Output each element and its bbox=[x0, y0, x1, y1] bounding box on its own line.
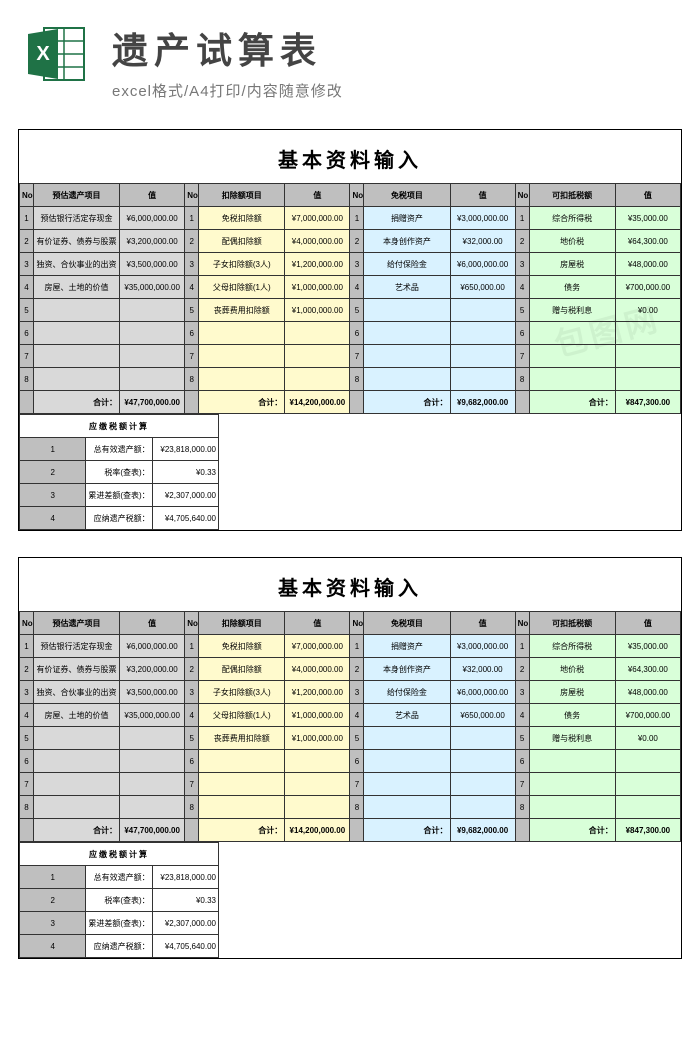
col-s2-l: 扣除额项目 bbox=[199, 184, 285, 207]
table-row: 7777 bbox=[20, 773, 681, 796]
col-s3-l: 免税项目 bbox=[364, 612, 450, 635]
tax-row: 1总有效遗产额：¥23,818,000.00 bbox=[20, 438, 219, 461]
data-rows: 1预估银行活定存现金¥6,000,000.001免税扣除额¥7,000,000.… bbox=[20, 635, 681, 819]
tax-title: 应缴税额计算 bbox=[20, 843, 219, 866]
sheet-preview-2: 基本资料输入 No 预估遗产项目 值 No 扣除额项目 值 No 免税项目 值 … bbox=[18, 557, 682, 959]
col-s3-l: 免税项目 bbox=[364, 184, 450, 207]
table-row: 4房屋、土地的价值¥35,000,000.004父母扣除额(1人)¥1,000,… bbox=[20, 704, 681, 727]
table-row: 6666 bbox=[20, 750, 681, 773]
total-s2: ¥14,200,000.00 bbox=[285, 819, 350, 842]
col-s4-v: 值 bbox=[615, 184, 680, 207]
col-s2-v: 值 bbox=[285, 184, 350, 207]
col-no: No bbox=[20, 184, 34, 207]
table-row: 55丧葬费用扣除额¥1,000,000.0055赠与税利息¥0.00 bbox=[20, 727, 681, 750]
tax-rows: 1总有效遗产额：¥23,818,000.002税率(查表)：¥0.333累进差额… bbox=[20, 866, 219, 958]
table-row: 6666 bbox=[20, 322, 681, 345]
col-no: No bbox=[515, 184, 529, 207]
table-row: 2有价证券、债券与股票¥3,200,000.002配偶扣除额¥4,000,000… bbox=[20, 230, 681, 253]
total-s3: ¥9,682,000.00 bbox=[450, 819, 515, 842]
col-no: No bbox=[185, 184, 199, 207]
excel-icon: X bbox=[24, 22, 88, 86]
page-subtitle: excel格式/A4打印/内容随意修改 bbox=[112, 80, 676, 101]
col-no: No bbox=[515, 612, 529, 635]
total-label: 合计： bbox=[33, 391, 119, 414]
data-rows: 1预估银行活定存现金¥6,000,000.001免税扣除额¥7,000,000.… bbox=[20, 207, 681, 391]
sheet-title: 基本资料输入 bbox=[19, 558, 681, 611]
tax-row: 3累进差额(查表)：¥2,307,000.00 bbox=[20, 912, 219, 935]
table-row: 4房屋、土地的价值¥35,000,000.004父母扣除额(1人)¥1,000,… bbox=[20, 276, 681, 299]
tax-table: 应缴税额计算 1总有效遗产额：¥23,818,000.002税率(查表)：¥0.… bbox=[19, 414, 219, 530]
sheet-preview-1: 包图网 基本资料输入 No 预估遗产项目 值 No 扣除额项目 值 No 免税项… bbox=[18, 129, 682, 531]
total-s4: ¥847,300.00 bbox=[615, 391, 680, 414]
table-row: 1预估银行活定存现金¥6,000,000.001免税扣除额¥7,000,000.… bbox=[20, 635, 681, 658]
col-s1-l: 预估遗产项目 bbox=[33, 184, 119, 207]
col-s4-v: 值 bbox=[615, 612, 680, 635]
total-label: 合计： bbox=[364, 819, 450, 842]
table-row: 55丧葬费用扣除额¥1,000,000.0055赠与税利息¥0.00 bbox=[20, 299, 681, 322]
col-no: No bbox=[20, 612, 34, 635]
total-label: 合计： bbox=[529, 819, 615, 842]
total-s1: ¥47,700,000.00 bbox=[120, 391, 185, 414]
col-s1-v: 值 bbox=[120, 184, 185, 207]
header: X 遗产试算表 excel格式/A4打印/内容随意修改 bbox=[0, 0, 700, 111]
total-label: 合计： bbox=[199, 391, 285, 414]
sheet-title: 基本资料输入 bbox=[19, 130, 681, 183]
total-s2: ¥14,200,000.00 bbox=[285, 391, 350, 414]
col-s2-l: 扣除额项目 bbox=[199, 612, 285, 635]
col-s2-v: 值 bbox=[285, 612, 350, 635]
table-row: 8888 bbox=[20, 368, 681, 391]
col-no: No bbox=[350, 184, 364, 207]
tax-rows: 1总有效遗产额：¥23,818,000.002税率(查表)：¥0.333累进差额… bbox=[20, 438, 219, 530]
tax-row: 4应纳遗产税额：¥4,705,640.00 bbox=[20, 507, 219, 530]
total-s4: ¥847,300.00 bbox=[615, 819, 680, 842]
table-row: 3独资、合伙事业的出资¥3,500,000.003子女扣除额(3人)¥1,200… bbox=[20, 681, 681, 704]
total-label: 合计： bbox=[364, 391, 450, 414]
col-no: No bbox=[350, 612, 364, 635]
page-title: 遗产试算表 bbox=[112, 22, 676, 74]
total-s1: ¥47,700,000.00 bbox=[120, 819, 185, 842]
col-no: No bbox=[185, 612, 199, 635]
col-s3-v: 值 bbox=[450, 184, 515, 207]
total-s3: ¥9,682,000.00 bbox=[450, 391, 515, 414]
total-label: 合计： bbox=[199, 819, 285, 842]
tax-row: 1总有效遗产额：¥23,818,000.00 bbox=[20, 866, 219, 889]
table-row: 8888 bbox=[20, 796, 681, 819]
col-s4-l: 可扣抵税额 bbox=[529, 612, 615, 635]
table-row: 2有价证券、债券与股票¥3,200,000.002配偶扣除额¥4,000,000… bbox=[20, 658, 681, 681]
tax-row: 2税率(查表)：¥0.33 bbox=[20, 461, 219, 484]
col-s1-l: 预估遗产项目 bbox=[33, 612, 119, 635]
svg-text:X: X bbox=[36, 43, 50, 65]
data-table: No 预估遗产项目 值 No 扣除额项目 值 No 免税项目 值 No 可扣抵税… bbox=[19, 611, 681, 842]
total-label: 合计： bbox=[529, 391, 615, 414]
tax-table: 应缴税额计算 1总有效遗产额：¥23,818,000.002税率(查表)：¥0.… bbox=[19, 842, 219, 958]
tax-row: 2税率(查表)：¥0.33 bbox=[20, 889, 219, 912]
tax-title: 应缴税额计算 bbox=[20, 415, 219, 438]
table-row: 7777 bbox=[20, 345, 681, 368]
total-label: 合计： bbox=[33, 819, 119, 842]
tax-row: 4应纳遗产税额：¥4,705,640.00 bbox=[20, 935, 219, 958]
tax-row: 3累进差额(查表)：¥2,307,000.00 bbox=[20, 484, 219, 507]
table-row: 3独资、合伙事业的出资¥3,500,000.003子女扣除额(3人)¥1,200… bbox=[20, 253, 681, 276]
data-table: No 预估遗产项目 值 No 扣除额项目 值 No 免税项目 值 No 可扣抵税… bbox=[19, 183, 681, 414]
col-s3-v: 值 bbox=[450, 612, 515, 635]
col-s4-l: 可扣抵税额 bbox=[529, 184, 615, 207]
col-s1-v: 值 bbox=[120, 612, 185, 635]
table-row: 1预估银行活定存现金¥6,000,000.001免税扣除额¥7,000,000.… bbox=[20, 207, 681, 230]
